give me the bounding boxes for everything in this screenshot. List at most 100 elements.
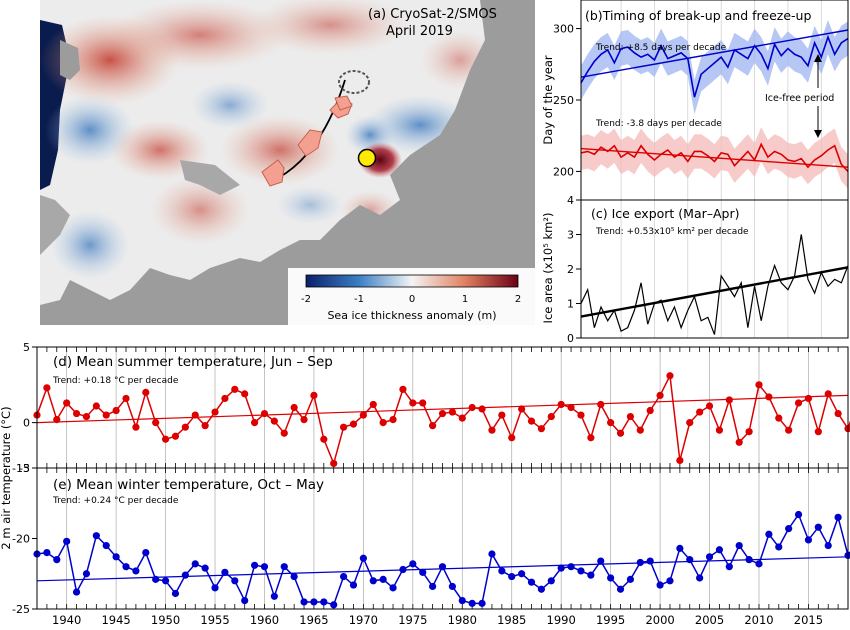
x-tick-label: 1995 [596,613,625,627]
data-point [122,394,130,403]
trend-line [580,147,849,168]
data-point [666,372,674,380]
data-point [557,564,565,572]
x-tick-label: 2000 [645,613,674,627]
data-point [250,561,259,569]
data-point [745,556,753,564]
data-point [53,416,61,424]
data-point [221,568,229,576]
panel-e-title: (e) Mean winter temperature, Oct – May [53,477,324,493]
data-point [597,400,605,409]
data-point [152,575,160,583]
data-point [409,560,417,568]
data-point [260,563,269,571]
data-point [488,426,496,434]
data-point [676,544,684,552]
data-point [102,541,110,550]
data-point [132,567,140,575]
colorbar-tick: 1 [462,294,468,305]
data-point [745,428,753,436]
data-point [448,582,456,591]
series-line [36,512,850,606]
data-point [686,556,694,564]
y-tick-label: 0 [567,332,574,345]
series-line [580,34,849,98]
data-point [508,572,516,581]
data-point [429,422,437,430]
data-point [320,598,328,606]
data-point [478,599,486,607]
data-point [359,411,367,419]
data-point [330,459,338,468]
data-point [587,571,595,579]
data-point [260,409,269,418]
data-point [597,557,605,565]
series-line [580,234,849,335]
data-point [171,589,180,598]
trend-line [36,394,849,424]
y-tick-label: -15 [12,462,30,475]
data-point [231,577,239,585]
data-point [63,399,71,407]
data-point [369,577,377,585]
colorbar-tick: -1 [354,294,364,305]
data-point [656,391,664,399]
data-point [616,585,625,593]
data-point [379,419,387,427]
data-point [804,536,813,544]
y-tick-label: 200 [553,165,574,178]
x-tick-label: 1990 [547,613,576,627]
data-point [221,394,229,403]
data-point [577,567,585,575]
panel-c-ice-export: 0 1 2 3 4 (c) Ice export (Mar–Apr) Trend: +0… [541,194,849,345]
data-point [63,537,71,545]
data-point [241,596,249,605]
data-point [814,428,822,436]
data-point [369,400,377,409]
panel-b-breakup-freezeup: 200 250 300 (b)Timing of break-up and free… [541,0,849,201]
data-point [310,598,318,606]
colorbar-tick: -2 [301,294,311,305]
data-point [518,570,526,578]
data-point [419,568,427,576]
data-point [112,553,120,561]
x-tick-label: 1975 [398,613,427,627]
data-point [270,417,278,425]
colorbar [305,274,519,288]
data-point [508,434,516,442]
panel-c-trend: Trend: +0.53x10⁵ km² per decade [595,227,749,237]
uncertainty-band [581,20,848,115]
drift-arrows [261,95,353,187]
series-line [580,142,849,172]
data-point [686,419,694,427]
data-point [152,419,160,427]
y-tick-label: 250 [553,94,574,107]
data-point [735,438,743,446]
data-point [765,393,773,401]
x-tick-label: 1955 [200,613,229,627]
data-point [527,578,536,586]
x-tick-label: 1950 [151,613,180,627]
data-point [72,588,81,596]
y-tick-label: 4 [567,194,574,207]
data-point [339,423,348,431]
data-point [458,596,466,605]
data-point [715,426,724,434]
x-tick-label: 2005 [695,613,724,627]
data-point [577,411,585,419]
data-point [626,412,635,421]
data-point [537,425,546,433]
data-point [399,565,407,574]
data-point [785,525,793,533]
panel-e-trend: Trend: +0.24 °C per decade [52,496,179,506]
data-point [300,598,308,606]
data-point [794,510,803,519]
data-point [191,411,199,419]
data-point [785,426,793,434]
data-point [458,414,466,422]
data-point [587,434,595,442]
data-point [705,402,714,410]
data-point [320,435,328,443]
panel-d-trend: Trend: +0.18 °C per decade [52,376,179,386]
